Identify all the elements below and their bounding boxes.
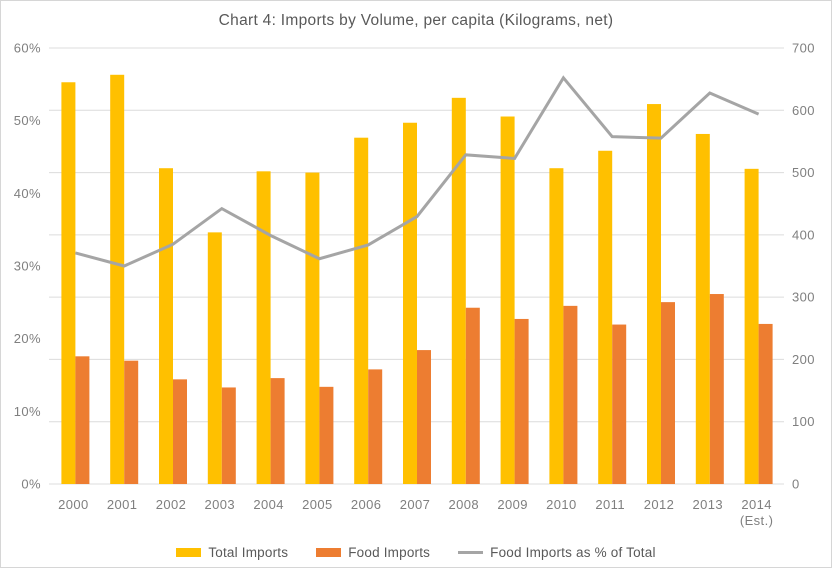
bar-total-imports-2014 xyxy=(744,168,759,484)
right-axis-tick-label: 100 xyxy=(792,414,815,429)
bar-food-imports-2008 xyxy=(465,307,480,484)
bar-food-imports-2011 xyxy=(612,324,627,484)
left-axis-tick-label: 60% xyxy=(14,41,41,56)
bar-total-imports-2007 xyxy=(403,122,417,484)
legend-item-total-imports: Total Imports xyxy=(176,545,288,560)
bar-food-imports-2012 xyxy=(661,302,675,484)
x-axis-label-2013: 2013 xyxy=(693,497,724,512)
x-axis-label-2006: 2006 xyxy=(351,497,382,512)
right-axis-tick-label: 400 xyxy=(792,227,815,242)
bar-food-imports-2004 xyxy=(270,378,285,484)
right-axis-tick-label: 500 xyxy=(792,165,815,180)
percent-line xyxy=(75,75,760,268)
bar-total-imports-2010 xyxy=(549,168,564,484)
bar-food-imports-2005 xyxy=(319,386,334,484)
bar-total-imports-2003 xyxy=(207,232,222,484)
bar-food-imports-2007 xyxy=(417,350,431,484)
x-axis-label-2009: 2009 xyxy=(497,497,528,512)
bar-food-imports-2000 xyxy=(75,356,90,484)
x-axis-label-note: (Est.) xyxy=(740,513,773,528)
x-axis-label-2008: 2008 xyxy=(449,497,480,512)
percent-line-swatch-icon xyxy=(458,551,484,554)
bar-food-imports-2006 xyxy=(368,369,383,484)
bar-food-imports-2002 xyxy=(173,379,187,484)
right-axis-tick-label: 600 xyxy=(792,103,815,118)
legend-item-food-imports-percent: Food Imports as % of Total xyxy=(458,545,656,560)
bar-total-imports-2012 xyxy=(647,104,661,485)
right-axis-tick-label: 200 xyxy=(792,352,815,367)
chart-title: Chart 4: Imports by Volume, per capita (… xyxy=(218,12,614,29)
bar-total-imports-2011 xyxy=(598,150,613,484)
x-axis-label-2007: 2007 xyxy=(400,497,431,512)
x-axis-label-2003: 2003 xyxy=(205,497,236,512)
bar-food-imports-2009 xyxy=(514,318,529,484)
bar-total-imports-2006 xyxy=(354,137,369,485)
left-axis-tick-label: 20% xyxy=(14,331,41,346)
x-axis-label-2000: 2000 xyxy=(58,497,89,512)
x-axis-label-2004: 2004 xyxy=(253,497,284,512)
total-imports-swatch-icon xyxy=(176,548,202,557)
right-axis-tick-label: 0 xyxy=(792,477,800,492)
bar-total-imports-2009 xyxy=(500,116,515,484)
legend-label-food-imports: Food Imports xyxy=(348,545,431,560)
bar-food-imports-2014 xyxy=(758,323,773,484)
x-axis-label-2012: 2012 xyxy=(644,497,675,512)
left-axis-tick-label: 50% xyxy=(14,113,41,128)
bar-total-imports-2004 xyxy=(256,171,271,484)
right-axis-tick-label: 700 xyxy=(792,41,815,56)
bar-food-imports-2010 xyxy=(563,305,578,484)
left-axis-tick-label: 0% xyxy=(21,477,41,492)
legend-label-food-imports-percent: Food Imports as % of Total xyxy=(490,545,656,560)
bar-total-imports-2013 xyxy=(695,133,710,484)
bar-total-imports-2005 xyxy=(305,172,320,485)
legend-label-total-imports: Total Imports xyxy=(208,545,289,560)
x-axis-label-2002: 2002 xyxy=(156,497,187,512)
bar-total-imports-2001 xyxy=(110,74,125,484)
left-axis-tick-label: 40% xyxy=(14,186,41,201)
x-axis-label-2010: 2010 xyxy=(546,497,577,512)
bar-food-imports-2003 xyxy=(221,387,236,484)
legend-item-food-imports: Food Imports xyxy=(316,545,430,560)
x-axis-label-2001: 2001 xyxy=(107,497,138,512)
bar-food-imports-2013 xyxy=(709,294,724,484)
x-axis-label-2011: 2011 xyxy=(595,497,625,512)
bar-total-imports-2008 xyxy=(451,97,466,484)
left-axis-tick-label: 10% xyxy=(14,404,41,419)
food-imports-swatch-icon xyxy=(316,548,342,557)
x-axis-label-2014: 2014 xyxy=(741,497,772,512)
bar-total-imports-2000 xyxy=(61,82,76,484)
right-axis-tick-label: 300 xyxy=(792,290,815,305)
bar-total-imports-2002 xyxy=(159,168,173,484)
x-axis-label-2005: 2005 xyxy=(302,497,333,512)
legend: Total Imports Food Imports Food Imports … xyxy=(1,545,831,560)
bar-food-imports-2001 xyxy=(124,360,139,484)
left-axis-tick-label: 30% xyxy=(14,259,41,274)
